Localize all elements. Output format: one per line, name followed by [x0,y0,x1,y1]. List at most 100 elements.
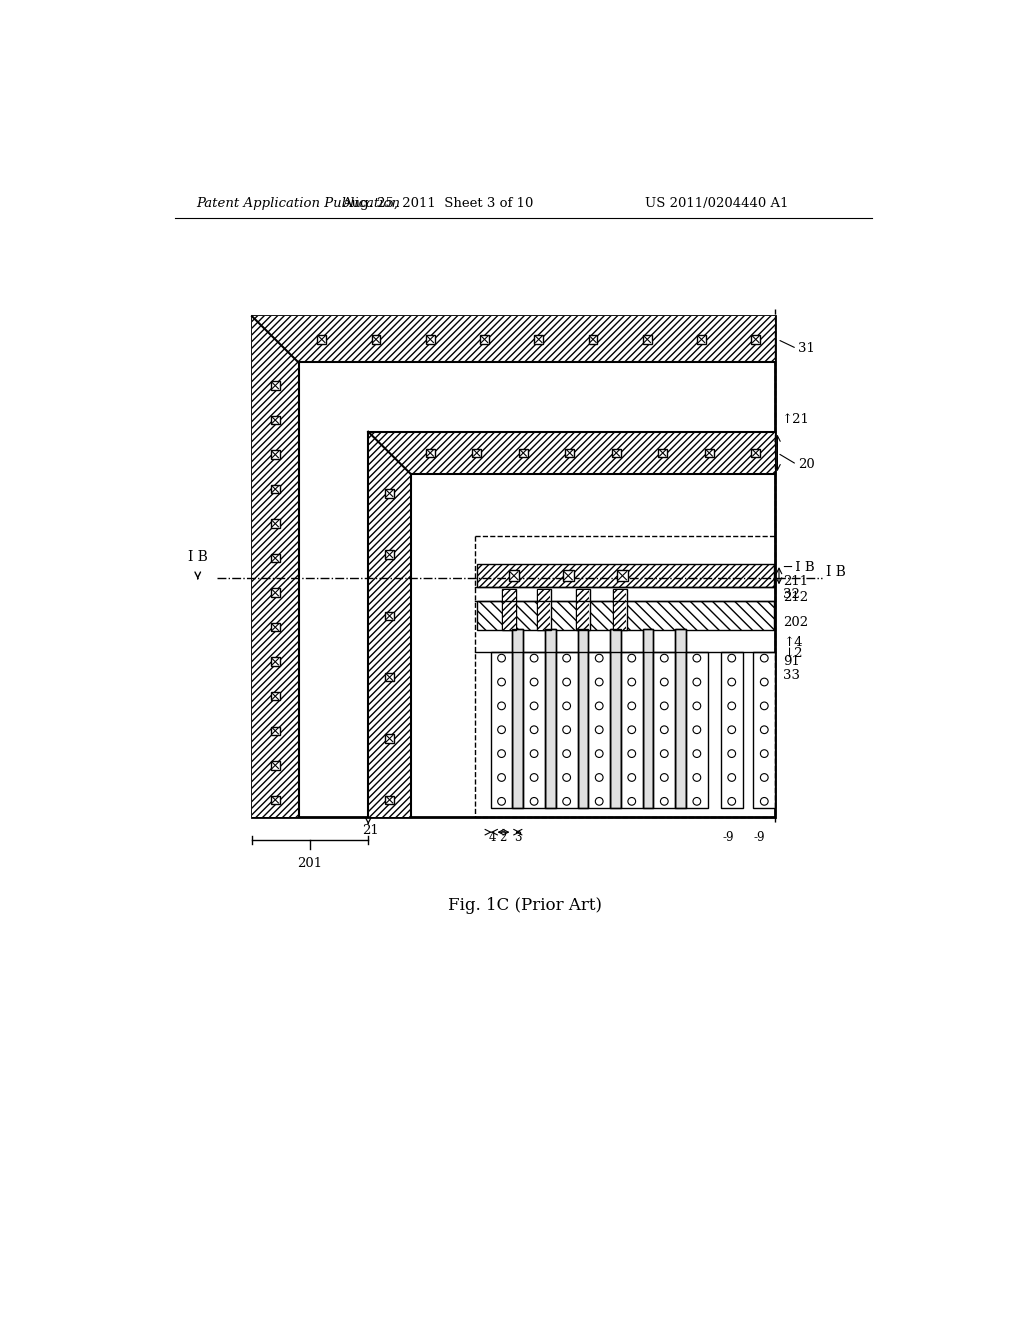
Bar [613,589,627,631]
Bar [271,589,280,597]
Circle shape [761,678,768,686]
Text: 201: 201 [298,857,323,870]
Bar [503,589,516,631]
Circle shape [761,655,768,663]
Circle shape [563,655,570,663]
Bar [490,652,512,808]
Bar [385,673,394,681]
Circle shape [595,678,603,686]
Circle shape [693,678,700,686]
Circle shape [761,726,768,734]
Circle shape [728,655,735,663]
Bar [252,317,775,817]
Circle shape [628,678,636,686]
Bar [565,449,574,457]
Circle shape [498,655,506,663]
Circle shape [530,797,538,805]
Bar [252,317,299,817]
Circle shape [693,702,700,710]
Circle shape [761,774,768,781]
Bar [643,335,651,343]
Circle shape [728,750,735,758]
Bar [577,590,589,630]
Text: 21: 21 [362,824,379,837]
Circle shape [530,702,538,710]
Circle shape [595,797,603,805]
Circle shape [660,655,669,663]
Bar [545,628,556,808]
Bar [675,628,686,808]
Bar [271,554,280,562]
Circle shape [498,678,506,686]
Bar [385,490,394,498]
Bar [643,628,653,808]
Bar [697,335,706,343]
Bar [754,652,775,808]
Bar [578,628,589,808]
Circle shape [595,702,603,710]
Bar [385,734,394,743]
Bar [271,762,280,770]
Bar [271,692,280,701]
Text: 20: 20 [799,458,815,471]
Bar [512,628,523,808]
Text: 91: 91 [783,655,800,668]
Text: 202: 202 [783,616,808,630]
Bar [686,652,708,808]
Circle shape [761,797,768,805]
Circle shape [693,774,700,781]
Bar [385,611,394,620]
Bar [752,335,760,343]
Circle shape [595,726,603,734]
Bar [523,652,545,808]
Circle shape [728,774,735,781]
Bar [519,449,527,457]
Bar [509,570,519,581]
Bar [535,335,543,343]
Circle shape [628,797,636,805]
Text: I B: I B [825,565,846,579]
Text: Fig. 1C (Prior Art): Fig. 1C (Prior Art) [447,896,602,913]
Bar [385,796,394,804]
Text: 211: 211 [783,576,808,589]
Bar [610,628,621,808]
Bar [578,628,589,808]
Text: ↓2: ↓2 [783,647,803,660]
Bar [480,335,488,343]
Bar [545,628,556,808]
Bar [658,449,667,457]
Circle shape [628,655,636,663]
Circle shape [530,655,538,663]
Bar [271,623,280,631]
Circle shape [498,726,506,734]
Circle shape [595,655,603,663]
Bar [252,317,775,363]
Bar [556,652,578,808]
Circle shape [563,726,570,734]
Bar [575,589,590,631]
Text: ↑21: ↑21 [781,413,809,425]
Bar [752,449,760,457]
Bar [271,796,280,804]
Text: 212: 212 [783,591,808,603]
Bar [721,652,742,808]
Bar [271,450,280,459]
Bar [589,335,597,343]
Circle shape [530,750,538,758]
Circle shape [628,774,636,781]
Text: -9: -9 [722,832,734,845]
Text: I B: I B [187,550,208,564]
Bar [705,449,714,457]
Bar [271,381,280,389]
Circle shape [498,797,506,805]
Bar [512,628,523,808]
Bar [426,449,434,457]
Text: 31: 31 [799,342,815,355]
Bar [271,726,280,735]
Bar [477,601,773,631]
Bar [369,432,775,474]
Circle shape [660,797,669,805]
Circle shape [693,655,700,663]
Bar [372,335,380,343]
Circle shape [530,774,538,781]
